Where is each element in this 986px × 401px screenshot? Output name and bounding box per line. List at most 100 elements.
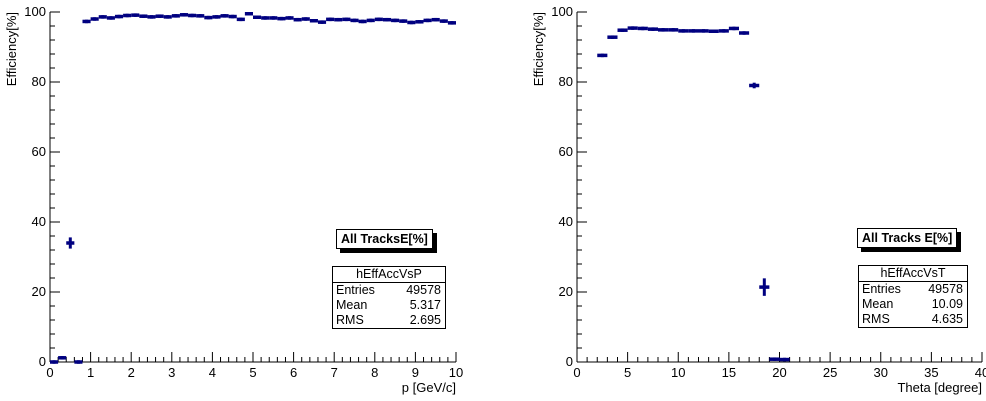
data-point bbox=[749, 82, 760, 89]
x-tick-label: 15 bbox=[722, 365, 736, 380]
y-tick-label: 100 bbox=[551, 4, 573, 19]
y-tick-label: 100 bbox=[24, 4, 46, 19]
data-point bbox=[769, 357, 780, 361]
x-tick-label: 3 bbox=[168, 365, 175, 380]
data-point bbox=[66, 237, 75, 249]
data-point bbox=[688, 29, 699, 33]
stats-row-mean: Mean 5.317 bbox=[333, 298, 445, 313]
data-point bbox=[382, 17, 392, 22]
data-point bbox=[261, 16, 270, 20]
data-point bbox=[399, 19, 408, 23]
data-point bbox=[431, 17, 440, 22]
y-tick-label: 80 bbox=[32, 74, 46, 89]
data-point bbox=[309, 19, 318, 23]
stats-label: RMS bbox=[862, 312, 890, 326]
stats-label: Entries bbox=[862, 282, 901, 296]
data-point bbox=[698, 29, 709, 33]
data-point bbox=[163, 15, 172, 19]
stats-title: hEffAccVsP bbox=[333, 267, 445, 283]
data-point bbox=[423, 18, 432, 23]
data-point bbox=[607, 35, 618, 39]
stats-value: 4.635 bbox=[931, 312, 963, 326]
stats-label: RMS bbox=[336, 313, 364, 327]
y-tick-label: 40 bbox=[32, 214, 46, 229]
data-point bbox=[90, 17, 99, 21]
x-tick-label: 0 bbox=[46, 365, 53, 380]
stats-value: 10.09 bbox=[931, 297, 963, 311]
stats-value: 49578 bbox=[406, 283, 441, 297]
stats-row-rms: RMS 2.695 bbox=[333, 313, 445, 328]
x-tick-label: 4 bbox=[209, 365, 216, 380]
x-tick-label: 8 bbox=[371, 365, 378, 380]
data-point bbox=[317, 20, 327, 24]
chart-panel-theta: 0 5 10 15 20 25 30 35 40 0 20 40 60 80 100 Theta [degre… bbox=[493, 0, 986, 396]
x-tick-label: 25 bbox=[823, 365, 837, 380]
data-point bbox=[253, 15, 262, 19]
x-axis-label: p [GeV/c] bbox=[402, 380, 456, 395]
data-point bbox=[779, 357, 790, 362]
data-point bbox=[293, 17, 302, 22]
data-point bbox=[204, 15, 213, 20]
stats-value: 5.317 bbox=[409, 298, 441, 312]
data-point bbox=[139, 14, 148, 18]
data-point bbox=[147, 15, 156, 19]
data-point bbox=[658, 28, 669, 32]
data-point bbox=[236, 17, 245, 22]
data-point bbox=[718, 29, 729, 33]
stats-label: Entries bbox=[336, 283, 375, 297]
data-point bbox=[285, 16, 294, 20]
data-point bbox=[114, 14, 124, 19]
data-point bbox=[407, 20, 416, 25]
data-point bbox=[415, 20, 424, 24]
y-tick-label: 20 bbox=[32, 284, 46, 299]
data-point bbox=[668, 28, 679, 32]
x-tick-label: 35 bbox=[924, 365, 938, 380]
data-point bbox=[74, 360, 83, 364]
data-point bbox=[196, 14, 205, 18]
stats-label: Mean bbox=[336, 298, 368, 312]
stats-row-entries: Entries 49578 bbox=[859, 282, 967, 297]
y-tick-label: 0 bbox=[39, 354, 46, 369]
data-point bbox=[277, 16, 286, 21]
x-tick-label: 10 bbox=[671, 365, 685, 380]
data-point bbox=[358, 19, 367, 24]
data-point bbox=[98, 15, 107, 19]
data-point bbox=[627, 26, 638, 30]
stats-value: 49578 bbox=[928, 282, 963, 296]
data-point bbox=[188, 13, 197, 18]
data-point bbox=[269, 16, 278, 20]
data-point bbox=[366, 18, 375, 23]
data-point bbox=[228, 14, 237, 19]
x-tick-label: 6 bbox=[290, 365, 297, 380]
data-point bbox=[708, 29, 719, 33]
data-point bbox=[597, 53, 608, 58]
data-point bbox=[106, 16, 115, 20]
data-point bbox=[350, 18, 359, 23]
data-point bbox=[759, 278, 770, 296]
data-point bbox=[301, 17, 310, 21]
legend-label-box: All Tracks E[%] bbox=[857, 228, 958, 248]
chart-theta: 0 5 10 15 20 25 30 35 40 0 20 40 60 80 100 Theta [degre… bbox=[531, 4, 986, 395]
stats-value: 2.695 bbox=[409, 313, 441, 327]
y-tick-label: 20 bbox=[559, 284, 573, 299]
data-point bbox=[220, 14, 229, 18]
data-point bbox=[171, 14, 180, 18]
y-tick-label: 0 bbox=[566, 354, 573, 369]
x-tick-label: 7 bbox=[331, 365, 338, 380]
y-tick-label: 80 bbox=[559, 74, 573, 89]
legend-label-box: All TracksE[%] bbox=[336, 229, 433, 249]
data-point bbox=[728, 26, 739, 31]
stats-row-rms: RMS 4.635 bbox=[859, 312, 967, 327]
data-point bbox=[50, 360, 59, 364]
stats-box: hEffAccVsP Entries 49578 Mean 5.317 RMS … bbox=[332, 266, 446, 329]
data-point bbox=[439, 19, 448, 23]
data-point bbox=[326, 17, 335, 22]
x-tick-label: 30 bbox=[874, 365, 888, 380]
x-tick-label: 1 bbox=[87, 365, 94, 380]
x-tick-label: 0 bbox=[573, 365, 580, 380]
data-point bbox=[637, 26, 648, 31]
y-tick-label: 40 bbox=[559, 214, 573, 229]
stats-row-entries: Entries 49578 bbox=[333, 283, 445, 298]
data-point bbox=[617, 28, 628, 32]
x-tick-label: 10 bbox=[449, 365, 463, 380]
